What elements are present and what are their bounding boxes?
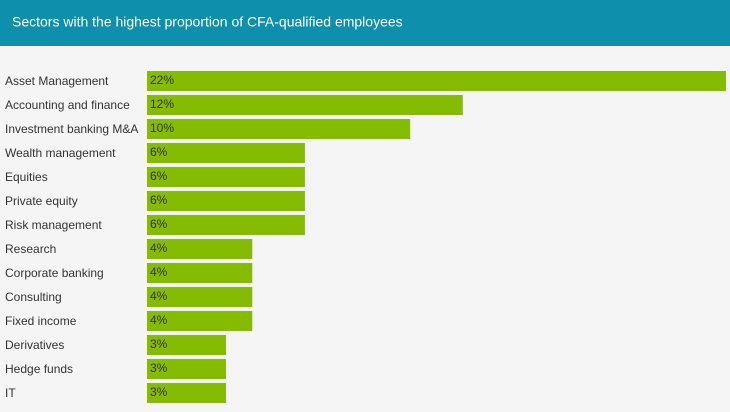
category-label: Equities xyxy=(5,170,48,184)
bar xyxy=(147,359,226,379)
value-label: 4% xyxy=(150,289,168,303)
value-label: 3% xyxy=(150,337,168,351)
category-label: Fixed income xyxy=(5,314,77,328)
value-label: 22% xyxy=(150,73,174,87)
value-label: 4% xyxy=(150,265,168,279)
category-label: Derivatives xyxy=(5,338,64,352)
category-label: Hedge funds xyxy=(5,362,73,376)
category-label: IT xyxy=(5,386,16,400)
bar xyxy=(147,383,226,403)
bar xyxy=(147,191,305,211)
value-label: 12% xyxy=(150,97,174,111)
bar xyxy=(147,95,463,115)
value-label: 10% xyxy=(150,121,174,135)
bar xyxy=(147,143,305,163)
category-label: Wealth management xyxy=(5,146,116,160)
category-label: Private equity xyxy=(5,194,78,208)
bar xyxy=(147,167,305,187)
value-label: 6% xyxy=(150,169,168,183)
value-label: 3% xyxy=(150,385,168,399)
bar xyxy=(147,119,411,139)
value-label: 6% xyxy=(150,193,168,207)
chart-title: Sectors with the highest proportion of C… xyxy=(12,14,403,30)
category-label: Investment banking M&A xyxy=(5,122,138,136)
bar xyxy=(147,215,305,235)
category-label: Accounting and finance xyxy=(5,98,130,112)
value-label: 6% xyxy=(150,217,168,231)
value-label: 4% xyxy=(150,313,168,327)
header xyxy=(0,0,730,46)
bar xyxy=(147,287,253,307)
value-label: 6% xyxy=(150,145,168,159)
category-label: Corporate banking xyxy=(5,266,104,280)
category-label: Research xyxy=(5,242,56,256)
category-label: Asset Management xyxy=(5,74,109,88)
value-label: 4% xyxy=(150,241,168,255)
category-label: Risk management xyxy=(5,218,102,232)
bar xyxy=(147,239,253,259)
bar xyxy=(147,311,253,331)
bar xyxy=(147,71,726,91)
category-label: Consulting xyxy=(5,290,62,304)
value-label: 3% xyxy=(150,361,168,375)
bar xyxy=(147,263,253,283)
bar xyxy=(147,335,226,355)
